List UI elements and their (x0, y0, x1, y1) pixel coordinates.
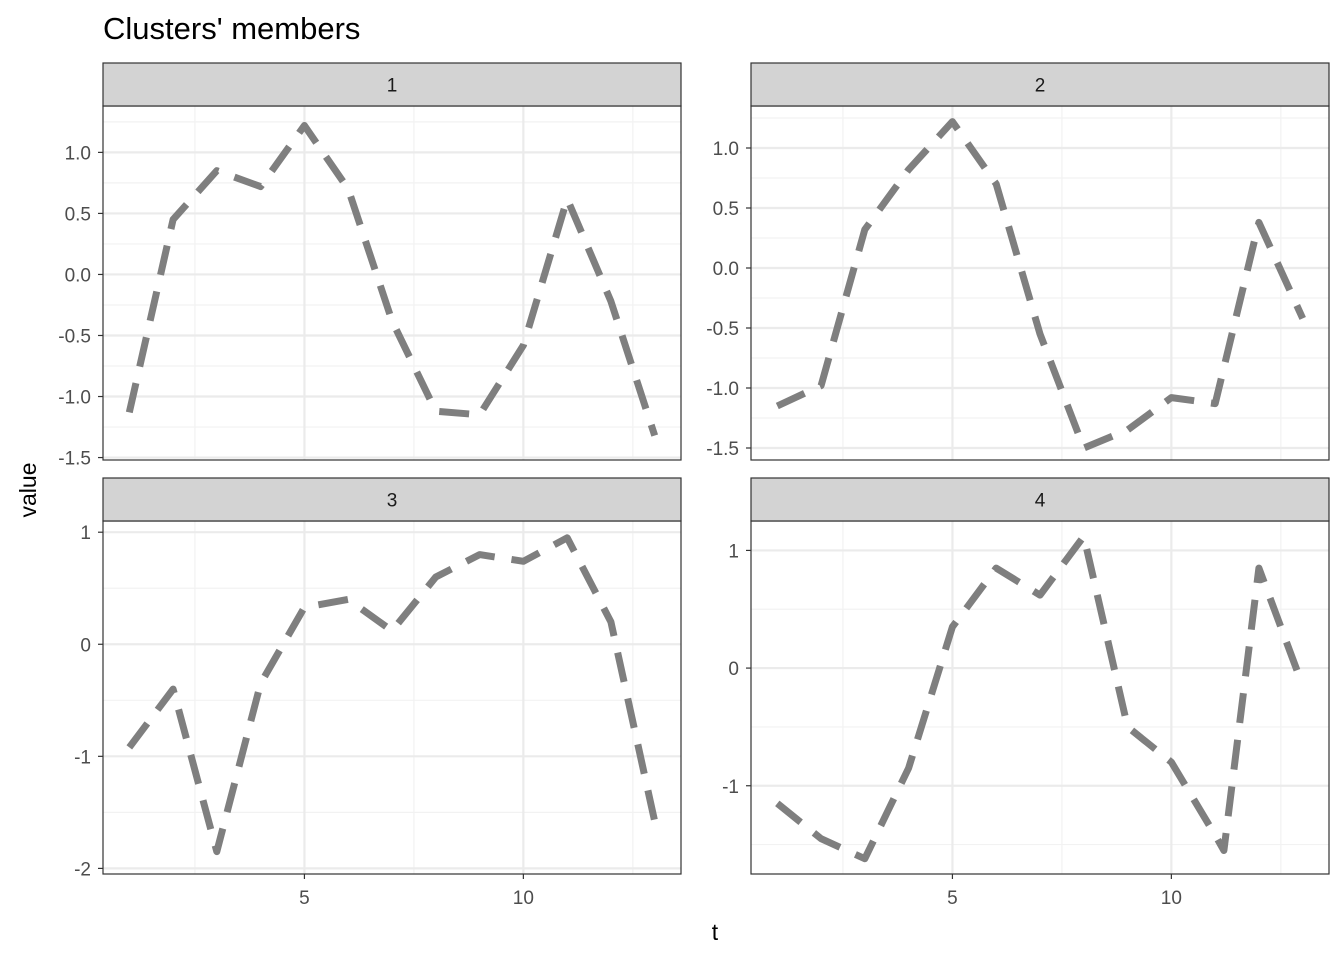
y-tick-label: 0 (728, 659, 739, 680)
facet-strip-label: 3 (387, 491, 398, 512)
panel-background (751, 521, 1329, 874)
panel-background (103, 106, 681, 460)
facet-panel-4: 4 -1 0 1 5 10 (722, 477, 1330, 909)
facet-strip (750, 62, 1330, 107)
chart-title: Clusters' members (103, 11, 360, 46)
facet-panel-1: 1 -1.5 -1.0 -0.5 0.0 0.5 1.0 (58, 62, 682, 470)
y-tick-label: -1.5 (58, 449, 91, 470)
y-tick-label: 1 (80, 523, 91, 544)
facet-panel-2: 2 -1.5 -1.0 -0.5 0.0 0.5 1.0 (706, 62, 1330, 461)
series-line-1 (126, 534, 659, 856)
y-tick-label: -1.0 (58, 388, 91, 409)
y-tick-label: -1.0 (706, 379, 739, 400)
y-tick-label: -2 (74, 859, 91, 880)
x-axis-label: t (712, 919, 719, 945)
facet-strip-label: 1 (387, 76, 398, 97)
facet-panel-3: 3 -2 -1 0 1 5 10 (74, 477, 682, 909)
facet-strip-label: 2 (1035, 76, 1046, 97)
facet-strip (102, 477, 682, 522)
y-tick-label: -1 (722, 777, 739, 798)
y-tick-label: 0.5 (65, 204, 91, 225)
y-tick-label: -1.5 (706, 439, 739, 460)
y-tick-label: -0.5 (58, 326, 91, 347)
y-tick-label: -1 (74, 747, 91, 768)
y-tick-label: 0.0 (65, 265, 91, 286)
facet-strip (102, 62, 682, 107)
x-tick-label: 5 (299, 888, 310, 909)
x-tick-label: 10 (513, 888, 534, 909)
y-tick-label: 1.0 (65, 143, 91, 164)
x-tick-label: 5 (947, 888, 958, 909)
series-line-1 (775, 118, 1306, 452)
facet-strip (750, 477, 1330, 522)
series-line-1 (125, 122, 659, 437)
y-tick-label: -0.5 (706, 319, 739, 340)
panel-background (751, 106, 1329, 460)
panel-background (103, 521, 681, 874)
y-tick-label: 0.5 (713, 199, 739, 220)
y-tick-label: 1.0 (713, 139, 739, 160)
facet-panels: 1 -1.5 -1.0 -0.5 0.0 0.5 1.0 2 -1.5 -1.0 -0.5 0.0 0.… (58, 62, 1330, 909)
x-tick-label: 10 (1161, 888, 1182, 909)
facet-strip-label: 4 (1035, 491, 1046, 512)
y-tick-label: 0.0 (713, 259, 739, 280)
y-tick-label: 0 (80, 635, 91, 656)
series-line-1 (775, 532, 1306, 863)
y-axis-label: value (15, 463, 41, 518)
y-tick-label: 1 (728, 541, 739, 562)
